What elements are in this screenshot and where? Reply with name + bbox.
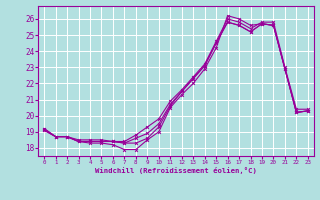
X-axis label: Windchill (Refroidissement éolien,°C): Windchill (Refroidissement éolien,°C) bbox=[95, 167, 257, 174]
